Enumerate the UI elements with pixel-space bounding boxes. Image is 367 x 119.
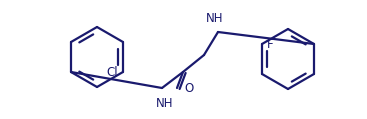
Text: O: O [184,82,193,94]
Text: NH: NH [156,97,174,110]
Text: F: F [267,37,274,50]
Text: Cl: Cl [106,65,118,79]
Text: NH: NH [206,12,224,25]
